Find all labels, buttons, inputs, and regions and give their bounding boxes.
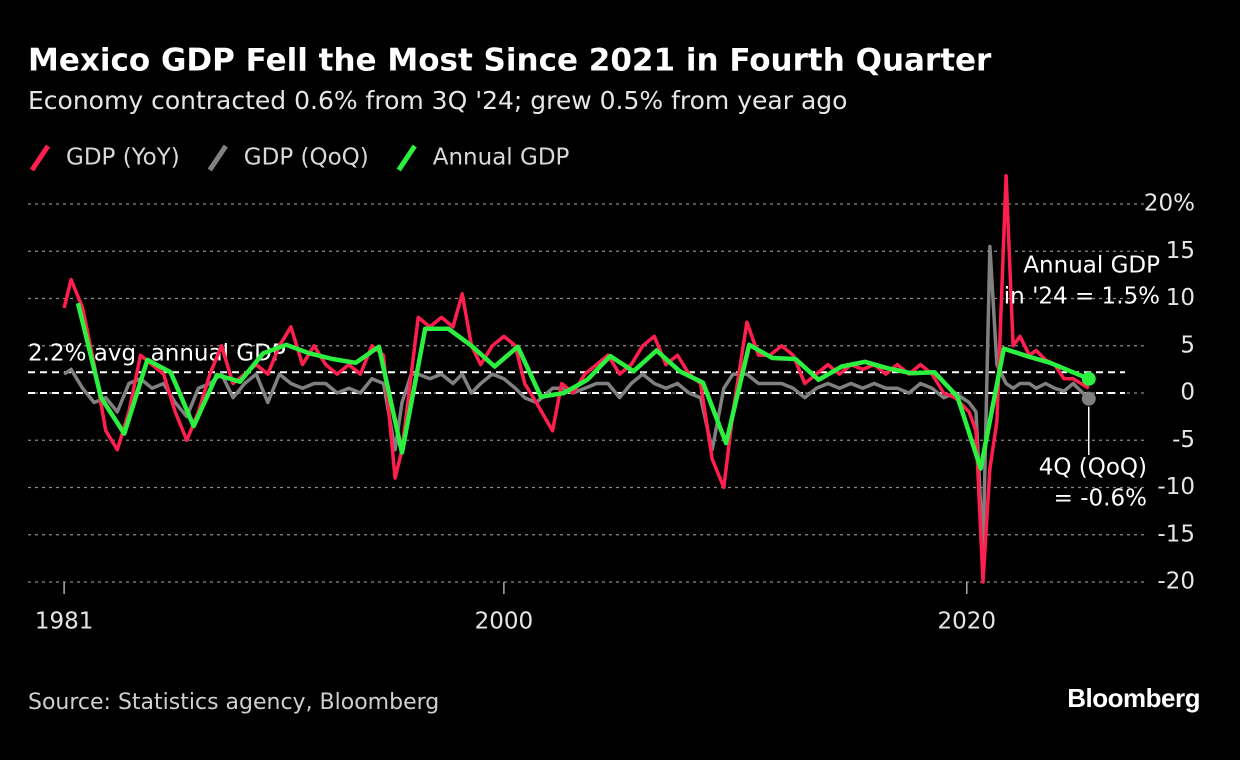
legend-label: GDP (YoY) xyxy=(66,145,180,171)
x-tick-label: 2000 xyxy=(475,609,534,635)
y-tick-label: 0 xyxy=(1180,380,1195,406)
y-tick-label: -5 xyxy=(1172,427,1195,453)
x-tick-label: 1981 xyxy=(35,609,94,635)
legend-swatch xyxy=(207,144,228,172)
x-tick-label: 2020 xyxy=(938,609,997,635)
legend-swatch xyxy=(396,144,417,172)
y-tick-label: -10 xyxy=(1157,474,1195,500)
chart-title: Mexico GDP Fell the Most Since 2021 in F… xyxy=(28,43,992,79)
brand-logo: Bloomberg xyxy=(1067,683,1200,713)
series-line xyxy=(63,244,1091,556)
y-tick-label: 5 xyxy=(1180,332,1195,358)
reference-label: 2.2% avg. annual GDP xyxy=(28,341,286,367)
y-tick-label: -20 xyxy=(1157,569,1195,595)
annotation: in '24 = 1.5% xyxy=(1004,284,1160,310)
annotation: 4Q (QoQ) xyxy=(1039,455,1147,481)
source-note: Source: Statistics agency, Bloomberg xyxy=(28,690,439,715)
highlight-dot xyxy=(1081,391,1096,406)
y-tick-label: 10 xyxy=(1166,285,1195,311)
highlight-dot xyxy=(1081,371,1096,386)
legend-label: Annual GDP xyxy=(433,145,570,171)
y-tick-label: 15 xyxy=(1166,238,1195,264)
legend-label: GDP (QoQ) xyxy=(244,145,369,171)
chart-subtitle: Economy contracted 0.6% from 3Q '24; gre… xyxy=(28,86,847,115)
legend-swatch xyxy=(29,144,51,172)
annotation: = -0.6% xyxy=(1054,486,1147,512)
annotation: Annual GDP xyxy=(1023,253,1160,279)
y-tick-label: 20% xyxy=(1144,191,1195,217)
series-line xyxy=(75,302,1090,471)
y-tick-label: -15 xyxy=(1157,521,1195,547)
